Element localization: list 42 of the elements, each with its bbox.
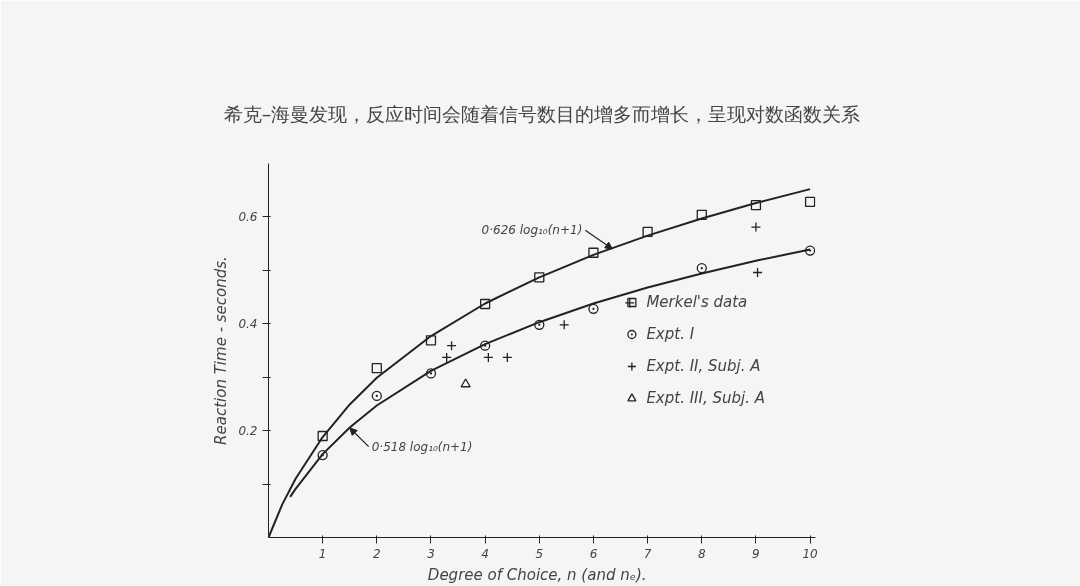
legend-label: Expt. I: [646, 325, 695, 343]
x-axis-title: Degree of Choice, n (and nₑ).: [427, 565, 647, 584]
point: [371, 390, 382, 402]
x-tick-label: 5: [535, 546, 544, 561]
point: [588, 303, 599, 314]
x-tick-label: 2: [373, 546, 381, 561]
point: [588, 247, 599, 258]
point: [804, 196, 816, 208]
line-series: [289, 248, 812, 498]
x-tick-label: 9: [752, 546, 760, 561]
annotation: 0·626 log₁₀(n+1): [481, 223, 583, 238]
x-tick-label: 4: [481, 546, 489, 561]
y-axis-title: Reaction Time - seconds.: [212, 256, 231, 445]
point: [696, 209, 707, 220]
point: [317, 430, 328, 442]
y-tick-label: 0.4: [238, 317, 258, 332]
x-tick-label: 7: [643, 546, 652, 561]
y-tick-label: 0.2: [238, 424, 258, 439]
x-tick-label: 10: [802, 546, 819, 561]
point: [750, 200, 762, 211]
point: [317, 450, 328, 461]
point: [534, 272, 545, 283]
point: [479, 298, 491, 310]
point: [425, 368, 437, 379]
point: [642, 226, 653, 238]
legend-label: Expt. III, Subj. A: [646, 389, 765, 407]
point: [460, 378, 471, 388]
x-tick-label: 6: [589, 546, 598, 561]
chart-title: 希克–海曼发现，反应时间会随着信号数目的增多而增长，呈现对数函数关系: [223, 102, 861, 125]
x-tick-label: 1: [318, 546, 327, 561]
annotation: 0·518 log₁₀(n+1): [371, 439, 473, 454]
point: [804, 245, 816, 256]
point: [534, 319, 545, 330]
point: [696, 263, 707, 274]
point: [425, 335, 437, 346]
legend-label: Merkel's data: [646, 293, 748, 311]
legend-label: Expt. II, Subj. A: [646, 357, 761, 375]
point: [479, 340, 491, 351]
x-tick-label: 3: [427, 546, 435, 561]
x-tick-label: 8: [697, 546, 706, 561]
point: [371, 362, 382, 374]
y-tick-label: 0.6: [238, 210, 258, 225]
